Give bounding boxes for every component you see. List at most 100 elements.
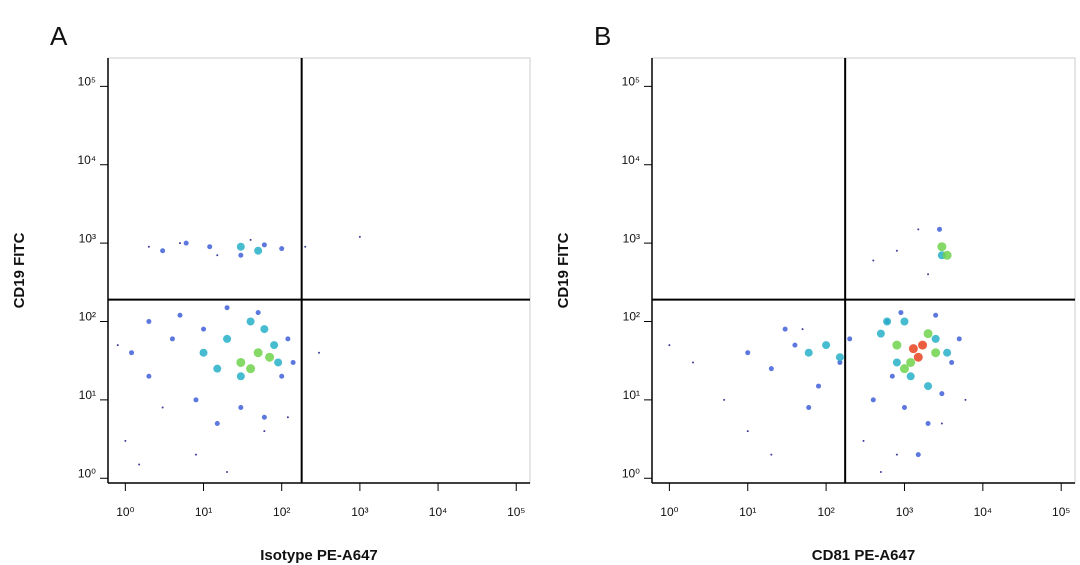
x-tick-label: 10⁴	[974, 505, 993, 519]
x-tick-label: 10¹	[195, 505, 212, 519]
event-dot	[216, 254, 219, 257]
x-tick-label: 10²	[273, 505, 290, 519]
event-dot	[918, 340, 928, 350]
event-dot	[146, 373, 152, 379]
x-tick-label: 10¹	[739, 505, 756, 519]
event-dot	[265, 352, 275, 362]
y-tick-label: 10¹	[623, 388, 640, 402]
panel-label: A	[50, 21, 68, 51]
event-dot	[745, 350, 751, 356]
event-dot	[931, 334, 940, 343]
event-dot	[668, 344, 671, 347]
event-dot	[279, 373, 285, 379]
event-dot	[906, 357, 916, 367]
event-dot	[917, 228, 920, 231]
x-tick-label: 10²	[817, 505, 834, 519]
event-dot	[876, 329, 885, 338]
event-dot	[213, 364, 222, 373]
event-dot	[923, 329, 933, 339]
event-dot	[782, 326, 788, 332]
event-dot	[940, 422, 943, 425]
event-dot	[238, 252, 244, 258]
event-dot	[236, 357, 246, 367]
x-tick-label: 10⁰	[660, 505, 678, 519]
event-dot	[913, 352, 923, 362]
event-dot	[806, 404, 812, 410]
event-dot	[892, 358, 901, 367]
event-dot	[870, 397, 876, 403]
event-dot	[124, 439, 127, 442]
event-dot	[286, 416, 289, 419]
x-tick-label: 10⁴	[429, 505, 448, 519]
event-dot	[304, 245, 307, 248]
y-tick-label: 10⁴	[77, 153, 96, 167]
event-dot	[246, 364, 256, 374]
y-tick-label: 10¹	[79, 388, 96, 402]
event-dot	[161, 406, 164, 409]
event-dot	[260, 325, 269, 334]
event-dot	[270, 341, 279, 350]
event-dot	[358, 235, 361, 238]
event-dot	[837, 359, 843, 365]
y-tick-label: 10⁰	[78, 466, 96, 480]
event-dot	[847, 336, 853, 342]
event-dot	[263, 430, 266, 433]
y-tick-label: 10⁴	[621, 153, 640, 167]
event-dot	[236, 372, 245, 381]
event-dot	[224, 305, 230, 311]
event-dot	[129, 350, 135, 356]
event-dot	[770, 453, 773, 456]
y-tick-label: 10⁰	[622, 466, 640, 480]
event-dot	[254, 246, 263, 255]
event-dot	[889, 373, 895, 379]
event-dot	[943, 348, 952, 357]
event-dot	[249, 238, 252, 241]
event-dot	[160, 248, 166, 254]
event-dot	[939, 391, 945, 397]
event-dot	[746, 430, 749, 433]
event-dot	[178, 242, 181, 245]
y-tick-label: 10⁵	[622, 75, 640, 89]
y-tick-label: 10⁵	[78, 75, 96, 89]
x-tick-label: 10⁵	[1052, 505, 1070, 519]
event-dot	[290, 359, 296, 365]
event-dot	[768, 366, 774, 372]
event-dot	[835, 353, 844, 362]
y-axis-title: CD19 FITC	[11, 232, 28, 308]
event-dot	[223, 334, 232, 343]
event-dot	[925, 420, 931, 426]
y-tick-label: 10³	[623, 231, 640, 245]
event-dot	[895, 249, 898, 252]
event-dot	[274, 358, 283, 367]
event-dot	[899, 364, 909, 374]
event-dot	[937, 226, 943, 232]
x-axis-title: Isotype PE-A647	[260, 547, 378, 564]
event-dot	[236, 242, 245, 251]
event-dot	[238, 404, 244, 410]
event-dot	[199, 348, 208, 357]
event-dot	[193, 397, 199, 403]
x-tick-label: 10³	[351, 505, 368, 519]
event-dot	[956, 336, 962, 342]
event-dot	[900, 317, 909, 326]
event-dot	[246, 317, 255, 326]
event-dot	[908, 344, 918, 354]
event-dot	[872, 259, 875, 262]
event-dot	[883, 317, 892, 326]
event-dot	[207, 244, 213, 250]
event-dot	[964, 398, 967, 401]
event-dot	[318, 351, 320, 354]
event-dot	[924, 382, 933, 391]
event-dot	[253, 348, 263, 358]
event-dot	[937, 242, 947, 252]
x-axis-title: CD81 PE-A647	[812, 547, 915, 564]
x-tick-label: 10⁰	[116, 505, 134, 519]
x-tick-label: 10³	[896, 505, 913, 519]
event-dot	[879, 471, 882, 474]
event-dot	[261, 414, 267, 420]
event-dot	[892, 340, 902, 350]
event-dot	[177, 312, 183, 318]
y-axis-title: CD19 FITC	[555, 232, 572, 308]
event-dot	[942, 250, 952, 260]
